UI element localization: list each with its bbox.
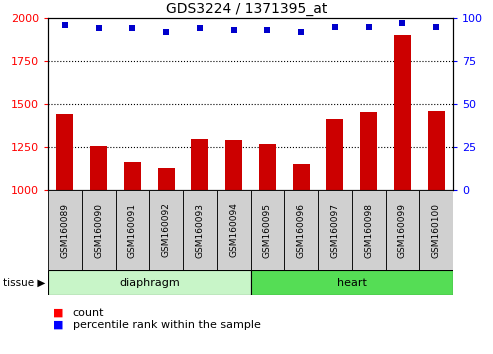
Text: GSM160094: GSM160094 (229, 202, 238, 257)
Bar (318, 190, 352, 270)
Point (432, 24, 440, 29)
Bar (394, 35, 411, 190)
Point (297, 29, 305, 35)
Text: ■: ■ (53, 308, 64, 318)
Bar (386, 190, 419, 270)
Bar (124, 162, 141, 190)
Bar (183, 190, 217, 270)
Bar (158, 168, 175, 190)
Bar (428, 111, 445, 190)
Text: ■: ■ (53, 320, 64, 330)
Bar (82, 190, 115, 270)
Bar (48, 190, 82, 270)
Bar (149, 190, 183, 270)
Bar (115, 190, 149, 270)
Text: heart: heart (337, 278, 367, 287)
Text: GSM160089: GSM160089 (60, 202, 70, 257)
Bar (259, 144, 276, 190)
Point (61, 22, 69, 28)
Point (398, 20, 406, 26)
Bar (352, 190, 386, 270)
Text: diaphragm: diaphragm (119, 278, 179, 287)
Text: count: count (72, 308, 104, 318)
Bar (191, 139, 209, 190)
Point (263, 27, 271, 33)
Bar (250, 270, 453, 295)
Point (95, 25, 103, 31)
Text: GDS3224 / 1371395_at: GDS3224 / 1371395_at (166, 2, 327, 16)
Text: GSM160098: GSM160098 (364, 202, 373, 257)
Point (331, 24, 339, 29)
Point (365, 24, 373, 29)
Point (196, 25, 204, 31)
Bar (225, 140, 242, 190)
Text: GSM160097: GSM160097 (330, 202, 339, 257)
Bar (56, 114, 73, 190)
Bar (419, 190, 453, 270)
Point (129, 25, 137, 31)
Text: GSM160099: GSM160099 (398, 202, 407, 257)
Bar (250, 190, 284, 270)
Text: percentile rank within the sample: percentile rank within the sample (72, 320, 260, 330)
Text: tissue ▶: tissue ▶ (3, 278, 45, 287)
Text: GSM160093: GSM160093 (195, 202, 205, 257)
Text: GSM160091: GSM160091 (128, 202, 137, 257)
Point (230, 27, 238, 33)
Text: GSM160096: GSM160096 (297, 202, 306, 257)
Bar (293, 164, 310, 190)
Bar (90, 146, 107, 190)
Bar (360, 112, 377, 190)
Bar (284, 190, 318, 270)
Point (162, 29, 170, 35)
Bar (217, 190, 250, 270)
Text: GSM160090: GSM160090 (94, 202, 103, 257)
Text: GSM160095: GSM160095 (263, 202, 272, 257)
Text: GSM160100: GSM160100 (432, 202, 441, 257)
Bar (48, 270, 250, 295)
Bar (326, 119, 343, 190)
Text: GSM160092: GSM160092 (162, 202, 171, 257)
